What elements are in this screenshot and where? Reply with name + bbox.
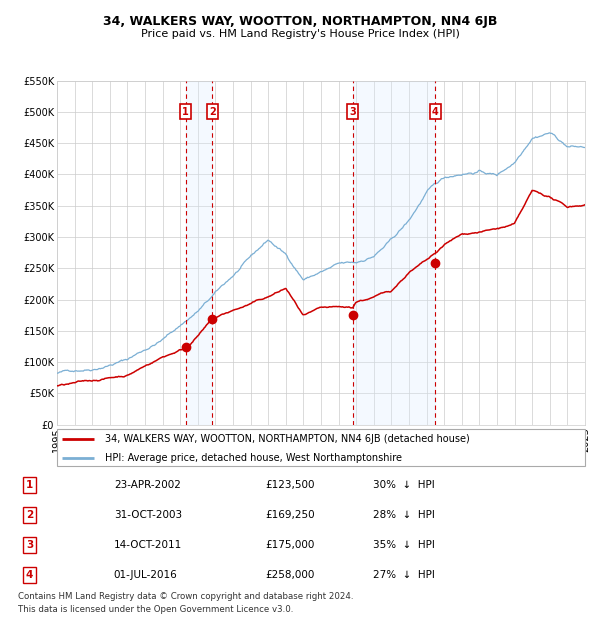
Text: £169,250: £169,250 — [265, 510, 314, 520]
Text: 23-APR-2002: 23-APR-2002 — [114, 480, 181, 490]
Text: 30%  ↓  HPI: 30% ↓ HPI — [373, 480, 434, 490]
Text: 4: 4 — [432, 107, 439, 117]
Text: Price paid vs. HM Land Registry's House Price Index (HPI): Price paid vs. HM Land Registry's House … — [140, 29, 460, 39]
Text: 34, WALKERS WAY, WOOTTON, NORTHAMPTON, NN4 6JB (detached house): 34, WALKERS WAY, WOOTTON, NORTHAMPTON, N… — [104, 434, 469, 444]
Text: Contains HM Land Registry data © Crown copyright and database right 2024.: Contains HM Land Registry data © Crown c… — [18, 592, 353, 601]
Text: 1: 1 — [182, 107, 189, 117]
Text: 31-OCT-2003: 31-OCT-2003 — [114, 510, 182, 520]
Text: 3: 3 — [349, 107, 356, 117]
Text: £123,500: £123,500 — [265, 480, 314, 490]
Text: 28%  ↓  HPI: 28% ↓ HPI — [373, 510, 435, 520]
Bar — [185, 81, 212, 425]
Text: 1: 1 — [26, 480, 33, 490]
Text: HPI: Average price, detached house, West Northamptonshire: HPI: Average price, detached house, West… — [104, 453, 401, 463]
FancyBboxPatch shape — [57, 429, 585, 466]
Text: 27%  ↓  HPI: 27% ↓ HPI — [373, 570, 435, 580]
Text: 34, WALKERS WAY, WOOTTON, NORTHAMPTON, NN4 6JB: 34, WALKERS WAY, WOOTTON, NORTHAMPTON, N… — [103, 16, 497, 29]
Text: 4: 4 — [26, 570, 33, 580]
Text: 35%  ↓  HPI: 35% ↓ HPI — [373, 540, 435, 550]
Text: £175,000: £175,000 — [265, 540, 314, 550]
Text: 01-JUL-2016: 01-JUL-2016 — [114, 570, 178, 580]
Text: 14-OCT-2011: 14-OCT-2011 — [114, 540, 182, 550]
Text: 2: 2 — [26, 510, 33, 520]
Text: 2: 2 — [209, 107, 216, 117]
Text: £258,000: £258,000 — [265, 570, 314, 580]
Text: This data is licensed under the Open Government Licence v3.0.: This data is licensed under the Open Gov… — [18, 604, 293, 614]
Bar — [353, 81, 436, 425]
Text: 3: 3 — [26, 540, 33, 550]
